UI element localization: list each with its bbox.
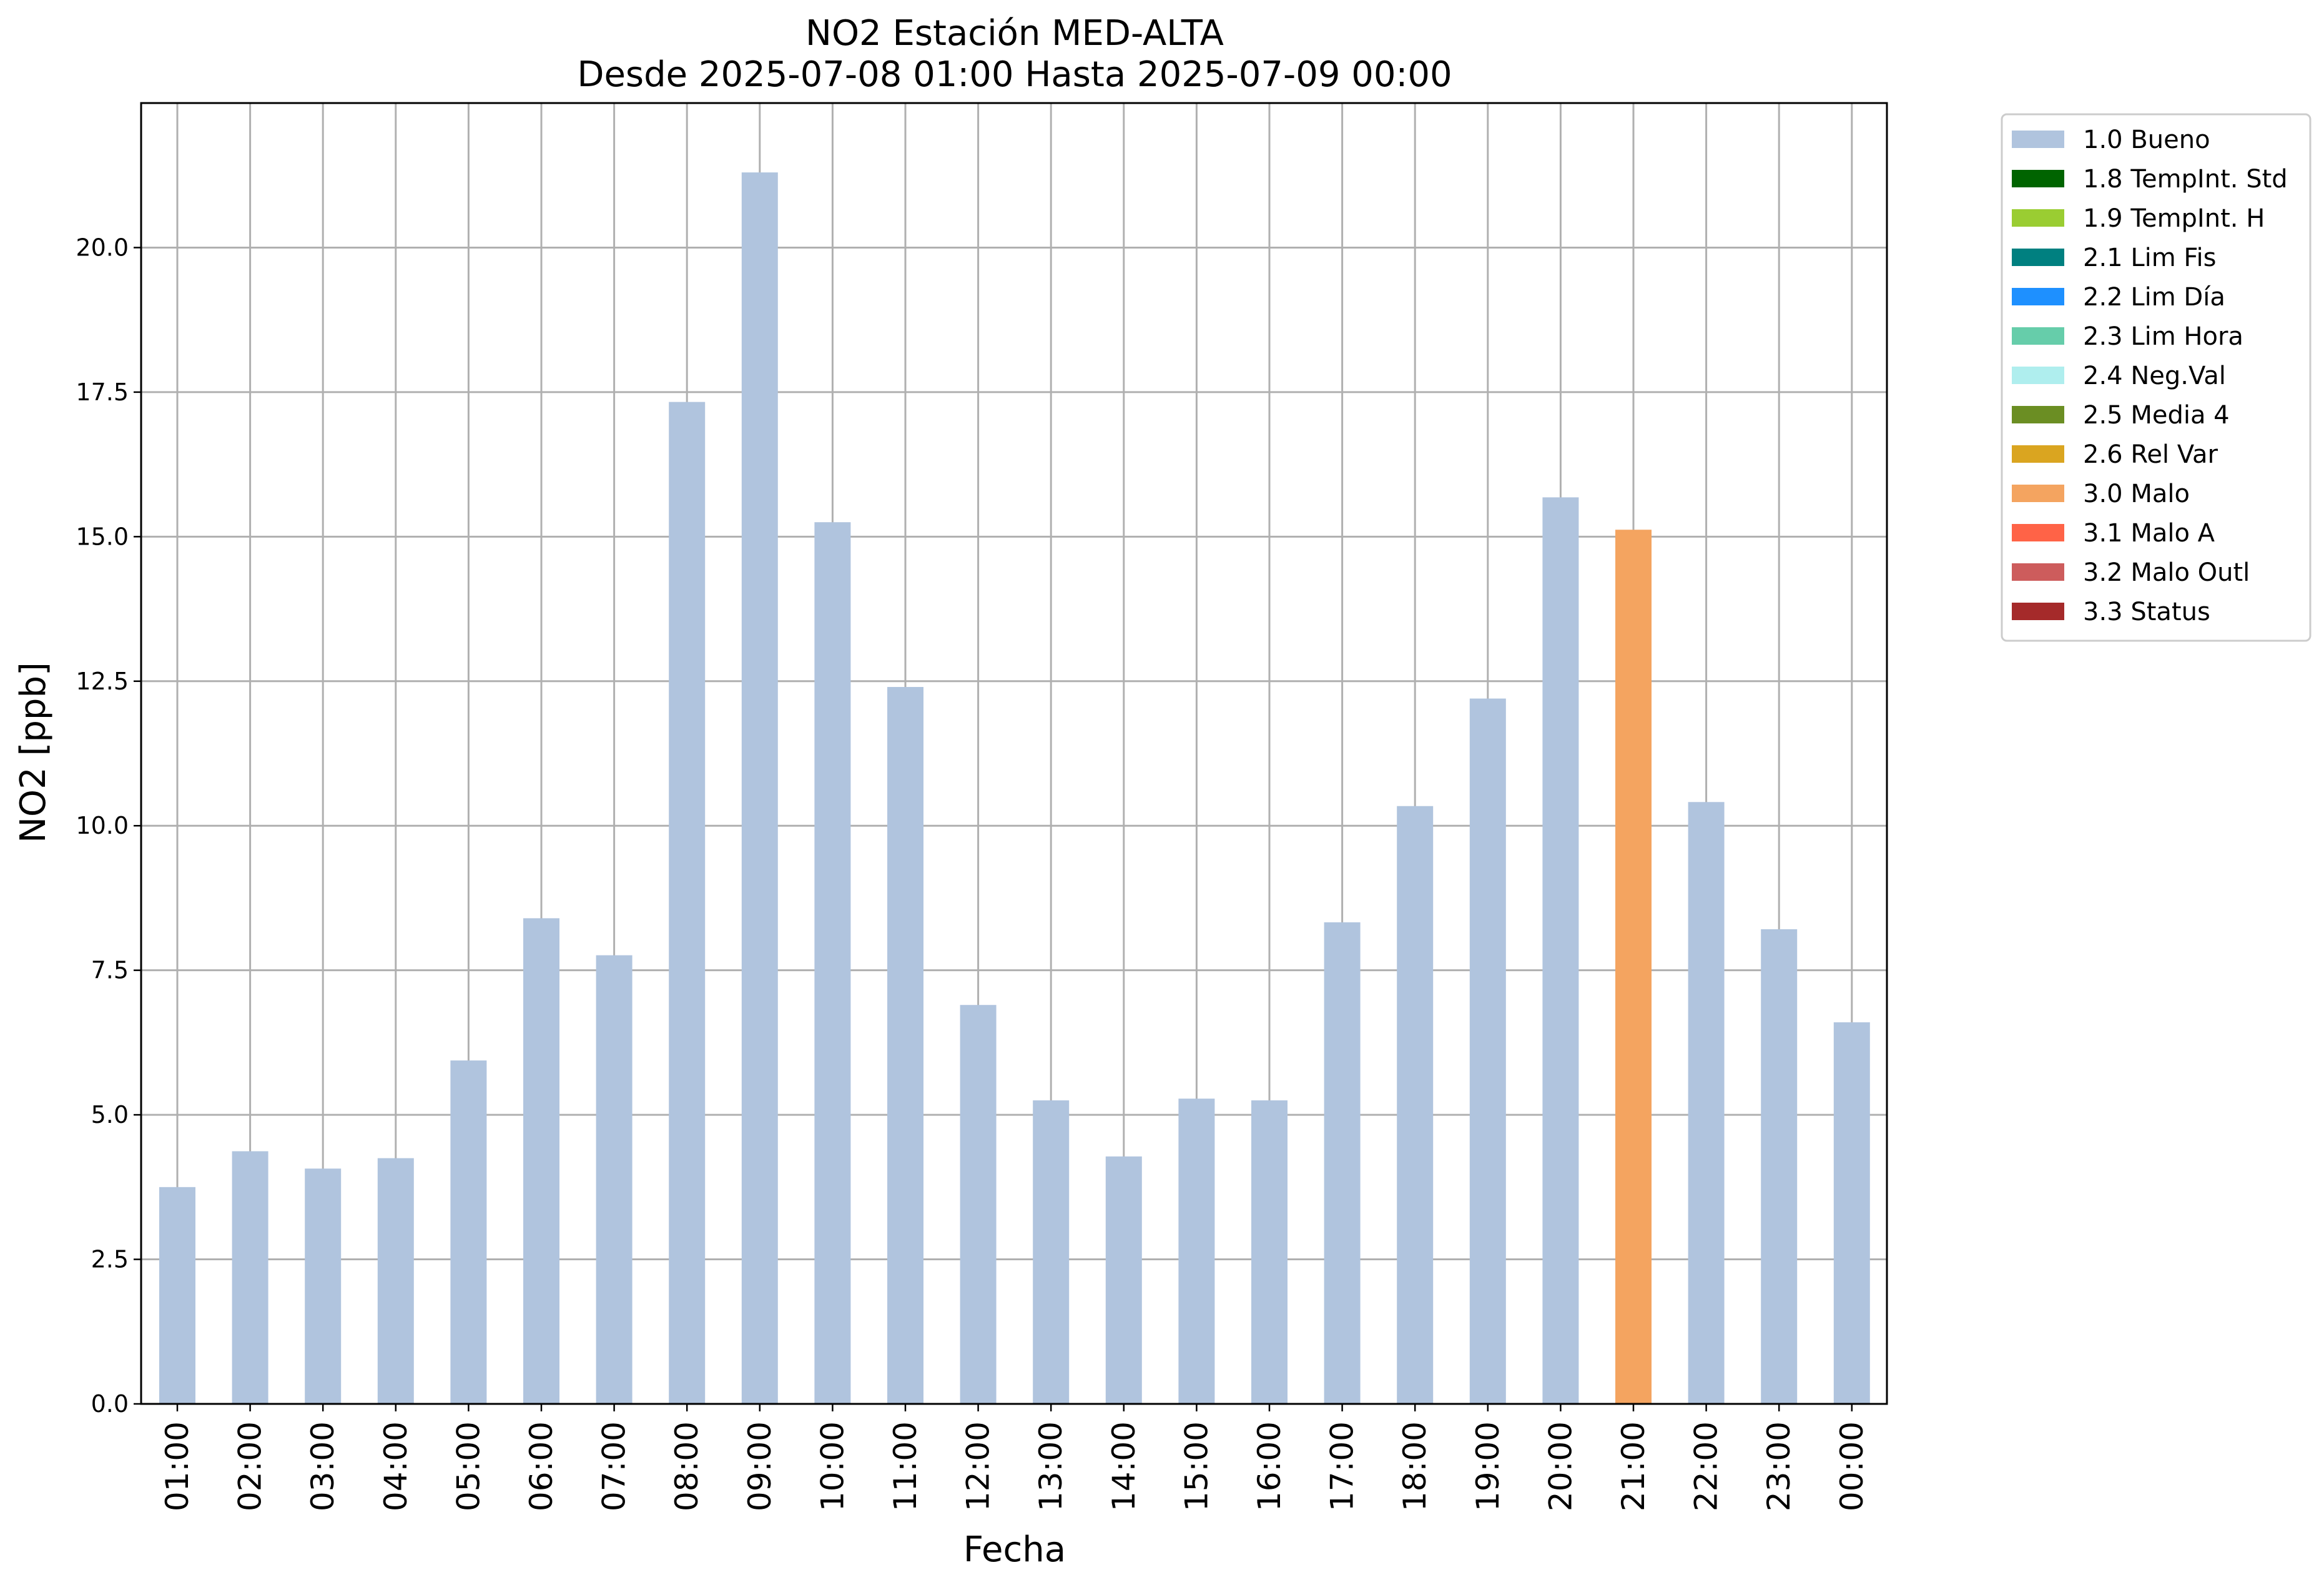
- x-tick-label: 07:00: [596, 1421, 633, 1511]
- bar-1300: [1033, 1100, 1070, 1404]
- legend-label: 2.3 Lim Hora: [2083, 322, 2243, 351]
- x-tick-label: 05:00: [450, 1421, 486, 1511]
- bar-1500: [1178, 1099, 1215, 1404]
- x-tick-label: 00:00: [1834, 1421, 1870, 1511]
- legend-label: 3.2 Malo Outl: [2083, 558, 2250, 587]
- x-tick-label: 15:00: [1178, 1421, 1214, 1511]
- y-tick-label: 15.0: [76, 523, 129, 550]
- x-tick-label: 13:00: [1033, 1421, 1069, 1511]
- bar-0700: [596, 955, 633, 1404]
- x-tick-label: 17:00: [1324, 1421, 1361, 1511]
- legend-box: [2001, 113, 2312, 642]
- x-tick-label: 14:00: [1106, 1421, 1142, 1511]
- legend-label: 1.0 Bueno: [2083, 126, 2210, 154]
- bar-2200: [1688, 802, 1725, 1404]
- legend-swatch: [2012, 485, 2064, 502]
- x-tick-label: 01:00: [159, 1421, 195, 1511]
- y-tick-label: 0.0: [91, 1390, 129, 1418]
- legend-swatch: [2012, 131, 2064, 148]
- bar-0800: [669, 402, 706, 1404]
- bar-2300: [1761, 929, 1798, 1404]
- y-tick-label: 7.5: [91, 957, 129, 984]
- y-tick-label: 5.0: [91, 1101, 129, 1128]
- x-tick-label: 11:00: [887, 1421, 923, 1511]
- bar-1900: [1469, 698, 1506, 1404]
- x-axis-label: Fecha: [963, 1529, 1066, 1570]
- legend-swatch: [2012, 524, 2064, 541]
- legend-swatch: [2012, 249, 2064, 266]
- bar-1800: [1397, 806, 1434, 1404]
- legend-label: 3.3 Status: [2083, 598, 2210, 626]
- x-tick-label: 22:00: [1688, 1421, 1725, 1511]
- axes-frame: [134, 102, 1888, 1411]
- legend-label: 3.0 Malo: [2083, 480, 2190, 508]
- legend-swatch: [2012, 327, 2064, 345]
- y-tick-label: 2.5: [91, 1246, 129, 1273]
- x-tick-label: 19:00: [1470, 1421, 1506, 1511]
- y-axis-label: NO2 [ppb]: [13, 662, 54, 843]
- x-tick-label: 20:00: [1542, 1421, 1578, 1511]
- legend-label: 2.4 Neg.Val: [2083, 362, 2226, 390]
- x-tick-label: 03:00: [305, 1421, 341, 1511]
- y-tick-label: 17.5: [76, 378, 129, 406]
- x-tick-label: 10:00: [814, 1421, 850, 1511]
- bar-1700: [1324, 922, 1361, 1404]
- x-tick-label: 04:00: [378, 1421, 414, 1511]
- bars: [159, 172, 1870, 1405]
- bar-1100: [887, 687, 923, 1404]
- legend: 1.0 Bueno 1.8 TempInt. Std 1.9 TempInt. H 2…: [2001, 113, 2312, 642]
- legend-swatch: [2012, 406, 2064, 423]
- legend-swatch: [2012, 288, 2064, 305]
- bar-1400: [1105, 1156, 1142, 1404]
- bar-1000: [814, 522, 851, 1404]
- chart-title: NO2 Estación MED-ALTA: [805, 13, 1224, 54]
- legend-label: 2.6 Rel Var: [2083, 440, 2218, 469]
- bar-0600: [523, 918, 559, 1404]
- plot-frame: [140, 102, 1888, 1405]
- bar-0200: [232, 1151, 268, 1404]
- bar-0400: [377, 1158, 414, 1404]
- legend-swatch: [2012, 170, 2064, 187]
- x-tick-label: 18:00: [1397, 1421, 1433, 1511]
- bar-0900: [741, 172, 778, 1405]
- legend-label: 1.9 TempInt. H: [2083, 204, 2265, 233]
- legend-label: 1.8 TempInt. Std: [2083, 165, 2288, 194]
- x-tick-label: 16:00: [1251, 1421, 1288, 1511]
- legend-label: 2.1 Lim Fis: [2083, 244, 2216, 272]
- bar-2100: [1615, 530, 1652, 1404]
- legend-swatch: [2012, 209, 2064, 227]
- x-tick-label: 21:00: [1615, 1421, 1652, 1511]
- x-tick-label: 12:00: [960, 1421, 997, 1511]
- bar-2000: [1542, 497, 1579, 1405]
- x-tick-label: 02:00: [232, 1421, 268, 1511]
- x-tick-label: 06:00: [523, 1421, 559, 1511]
- x-tick-label: 08:00: [669, 1421, 705, 1511]
- chart-subtitle: Desde 2025-07-08 01:00 Hasta 2025-07-09 …: [577, 54, 1452, 95]
- x-tick-label: 23:00: [1761, 1421, 1797, 1511]
- legend-label: 3.1 Malo A: [2083, 519, 2215, 548]
- legend-label: 2.2 Lim Día: [2083, 283, 2225, 312]
- legend-swatch: [2012, 563, 2064, 581]
- bar-1200: [960, 1005, 997, 1404]
- bar-1600: [1251, 1100, 1288, 1404]
- bar-0500: [450, 1060, 487, 1404]
- chart-text: NO2 Estación MED-ALTA Desde 2025-07-08 0…: [13, 13, 1870, 1570]
- y-tick-label: 20.0: [76, 234, 129, 261]
- bar-0000: [1833, 1022, 1870, 1404]
- bar-0100: [159, 1187, 195, 1404]
- legend-swatch: [2012, 367, 2064, 384]
- legend-swatch: [2012, 445, 2064, 463]
- y-tick-label: 12.5: [76, 668, 129, 695]
- y-tick-label: 10.0: [76, 812, 129, 839]
- bar-0300: [305, 1168, 342, 1404]
- legend-label: 2.5 Media 4: [2083, 401, 2230, 430]
- legend-swatch: [2012, 603, 2064, 620]
- x-tick-label: 09:00: [742, 1421, 778, 1511]
